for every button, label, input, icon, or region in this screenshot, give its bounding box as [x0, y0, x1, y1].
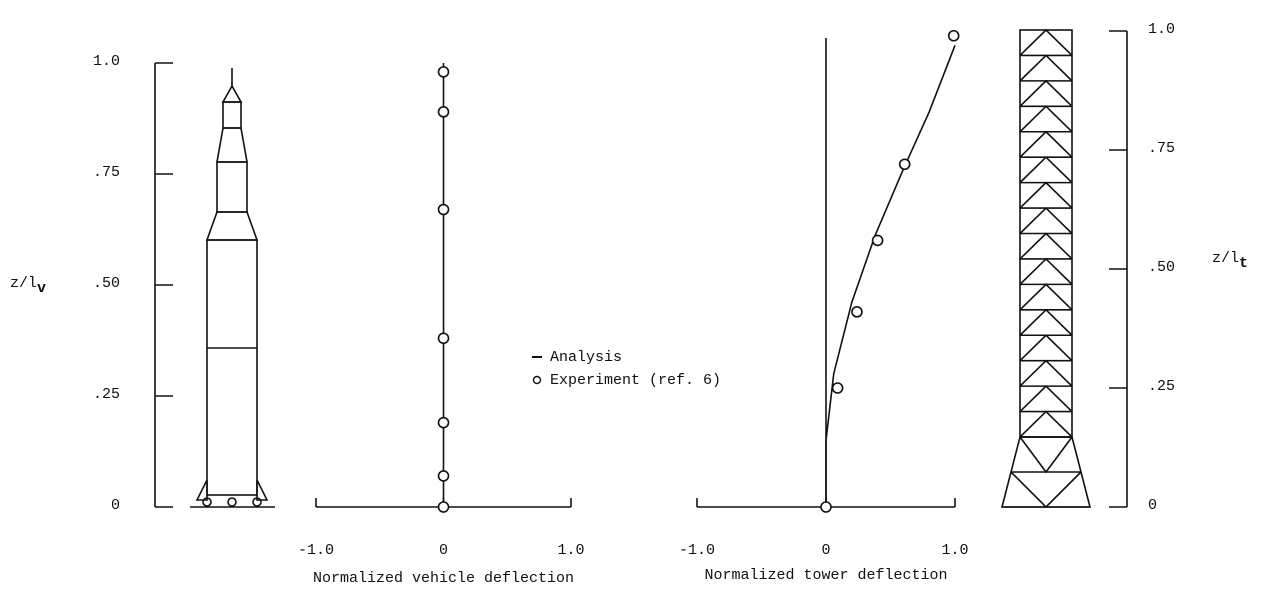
- y-label-subscript: v: [37, 280, 46, 297]
- legend-label: Experiment (ref. 6): [550, 372, 721, 389]
- tower-brace: [1020, 208, 1072, 233]
- y-tick-label: .50: [1148, 259, 1175, 276]
- y-tick-label: .25: [1148, 378, 1175, 395]
- experiment-point: [439, 67, 449, 77]
- x-tick-label: -1.0: [679, 542, 715, 559]
- experiment-point: [439, 471, 449, 481]
- tower-brace: [1020, 310, 1072, 335]
- y-tick-label: .50: [93, 275, 120, 292]
- x-tick-label: 0: [439, 542, 448, 559]
- y-tick-label: 1.0: [1148, 21, 1175, 38]
- y-tick-label: 1.0: [93, 53, 120, 70]
- y-tick-label: 0: [111, 497, 120, 514]
- experiment-point: [439, 502, 449, 512]
- experiment-point: [439, 205, 449, 215]
- experiment-point: [852, 307, 862, 317]
- x-tick-label: -1.0: [298, 542, 334, 559]
- x-label: Normalized tower deflection: [704, 567, 947, 584]
- y-tick-label: 0: [1148, 497, 1157, 514]
- analysis-line: [826, 45, 955, 507]
- y-tick-label: .25: [93, 386, 120, 403]
- tower-brace: [1020, 157, 1072, 182]
- y-label: z/lt: [1212, 250, 1248, 272]
- rocket-drawing: [190, 68, 275, 507]
- y-tick-label: .75: [93, 164, 120, 181]
- tower-brace: [1020, 284, 1072, 309]
- tower-brace: [1020, 30, 1072, 55]
- tower-brace: [1020, 386, 1072, 411]
- x-tick-label: 0: [821, 542, 830, 559]
- tower-brace: [1020, 183, 1072, 208]
- tower-brace: [1020, 259, 1072, 284]
- y-label-text: z/l: [1212, 250, 1239, 267]
- tower-brace: [1020, 361, 1072, 386]
- experiment-point: [949, 31, 959, 41]
- experiment-point: [873, 235, 883, 245]
- tower-brace: [1020, 234, 1072, 259]
- tower-brace: [1020, 81, 1072, 106]
- tower-base-brace: [1011, 472, 1081, 507]
- x-tick-label: 1.0: [941, 542, 968, 559]
- experiment-point: [439, 107, 449, 117]
- tower-drawing: [1002, 30, 1090, 507]
- experiment-point: [439, 418, 449, 428]
- experiment-point: [439, 333, 449, 343]
- y-label-text: z/l: [10, 275, 37, 292]
- x-label: Normalized vehicle deflection: [313, 570, 574, 587]
- y-label: z/lv: [10, 275, 46, 297]
- tower-base-brace: [1020, 437, 1072, 472]
- x-tick-label: 1.0: [557, 542, 584, 559]
- tower-brace: [1020, 106, 1072, 131]
- y-label-subscript: t: [1239, 255, 1248, 272]
- tower-brace: [1020, 412, 1072, 437]
- legend-marker: [534, 377, 541, 384]
- experiment-point: [833, 383, 843, 393]
- experiment-point: [900, 159, 910, 169]
- tower-brace: [1020, 55, 1072, 80]
- y-tick-label: .75: [1148, 140, 1175, 157]
- tower-brace: [1020, 335, 1072, 360]
- figure: 0.25.50.751.0z/lv-1.001.0Normalized vehi…: [0, 0, 1276, 595]
- legend-label: Analysis: [550, 349, 622, 366]
- experiment-point: [821, 502, 831, 512]
- tower-brace: [1020, 132, 1072, 157]
